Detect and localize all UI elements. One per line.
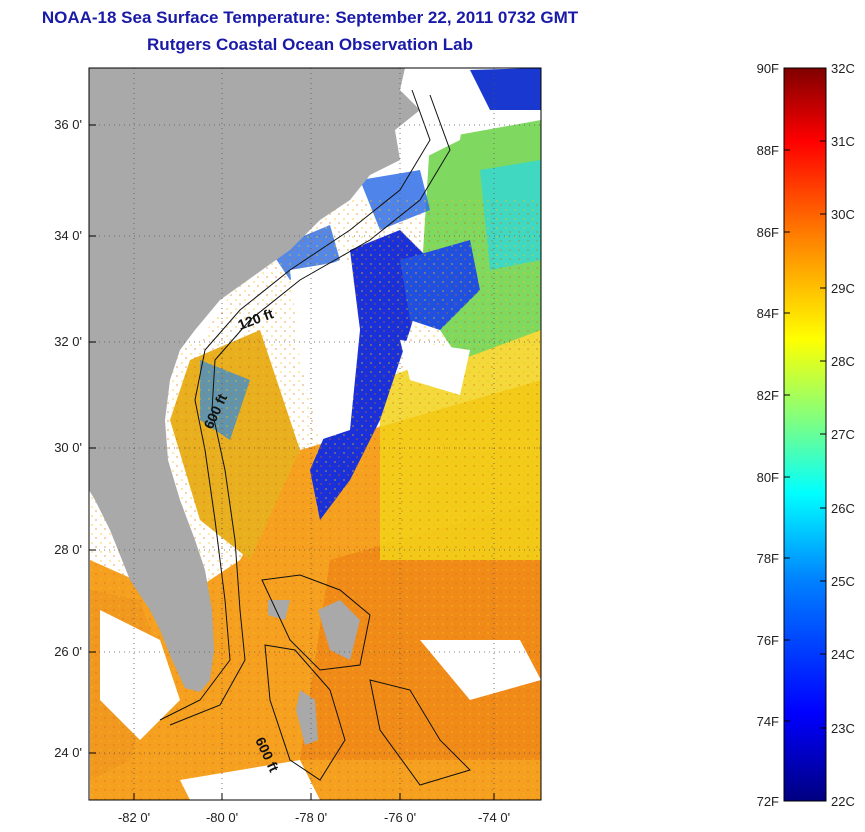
contour-line-bank (369, 679, 471, 786)
lon-tick-label: -76 0' (384, 810, 416, 825)
colorbar-label-c: 32C (831, 61, 855, 76)
contour-line-bank (261, 574, 371, 671)
colorbar-label-f: 78F (757, 551, 779, 566)
cloud-mask (180, 760, 320, 800)
map-title: NOAA-18 Sea Surface Temperature: Septemb… (41, 8, 579, 27)
cloud-mask (420, 640, 541, 700)
lon-tick-label: -80 0' (206, 810, 238, 825)
graticule (89, 68, 541, 800)
colorbar-label-f: 74F (757, 714, 779, 729)
colorbar-label-c: 23C (831, 721, 855, 736)
cloud-mask (290, 260, 360, 440)
colorbar-label-f: 72F (757, 794, 779, 809)
colorbar-label-f: 84F (757, 306, 779, 321)
contour-line-120ft (159, 89, 431, 721)
map-subtitle: Rutgers Coastal Ocean Observation Lab (147, 35, 473, 54)
colorbar-label-f: 82F (757, 388, 779, 403)
lat-tick-label: 24 0' (54, 745, 82, 760)
sst-north-cold (470, 68, 541, 110)
colorbar-label-f: 88F (757, 143, 779, 158)
colorbar: 90F 88F 86F 84F 82F 80F 78F 76F 74F 72F … (757, 61, 855, 809)
colorbar-ticks (784, 140, 826, 729)
cloud-mask (400, 340, 470, 395)
bahama-island (296, 690, 318, 745)
colorbar-label-c: 31C (831, 134, 855, 149)
land (89, 68, 420, 745)
andros-island (318, 600, 360, 660)
cloud-mask (100, 610, 180, 740)
colorbar-label-c: 29C (831, 281, 855, 296)
contour-line-bank (264, 644, 346, 781)
lat-tick-label: 26 0' (54, 644, 82, 659)
colorbar-label-c: 25C (831, 574, 855, 589)
map-panel: 120 ft 600 ft 600 ft (89, 68, 541, 800)
colorbar-label-f: 80F (757, 470, 779, 485)
colorbar-label-c: 22C (831, 794, 855, 809)
lon-tick-label: -74 0' (478, 810, 510, 825)
lon-tick-label: -78 0' (295, 810, 327, 825)
lat-tick-label: 36 0' (54, 117, 82, 132)
colorbar-label-f: 76F (757, 633, 779, 648)
colorbar-label-c: 26C (831, 501, 855, 516)
colorbar-gradient (783, 67, 827, 802)
axis-ticks (89, 124, 495, 800)
us-southeast-landmass (89, 68, 420, 692)
lat-tick-label: 28 0' (54, 542, 82, 557)
colorbar-label-c: 24C (831, 647, 855, 662)
lat-tick-label: 32 0' (54, 334, 82, 349)
map-frame (88, 67, 542, 801)
colorbar-label-c: 28C (831, 354, 855, 369)
colorbar-label-c: 30C (831, 207, 855, 222)
lat-tick-label: 34 0' (54, 228, 82, 243)
colorbar-label-f: 86F (757, 225, 779, 240)
colorbar-label-c: 27C (831, 427, 855, 442)
lon-tick-label: -82 0' (118, 810, 150, 825)
lat-tick-label: 30 0' (54, 440, 82, 455)
colorbar-label-f: 90F (757, 61, 779, 76)
